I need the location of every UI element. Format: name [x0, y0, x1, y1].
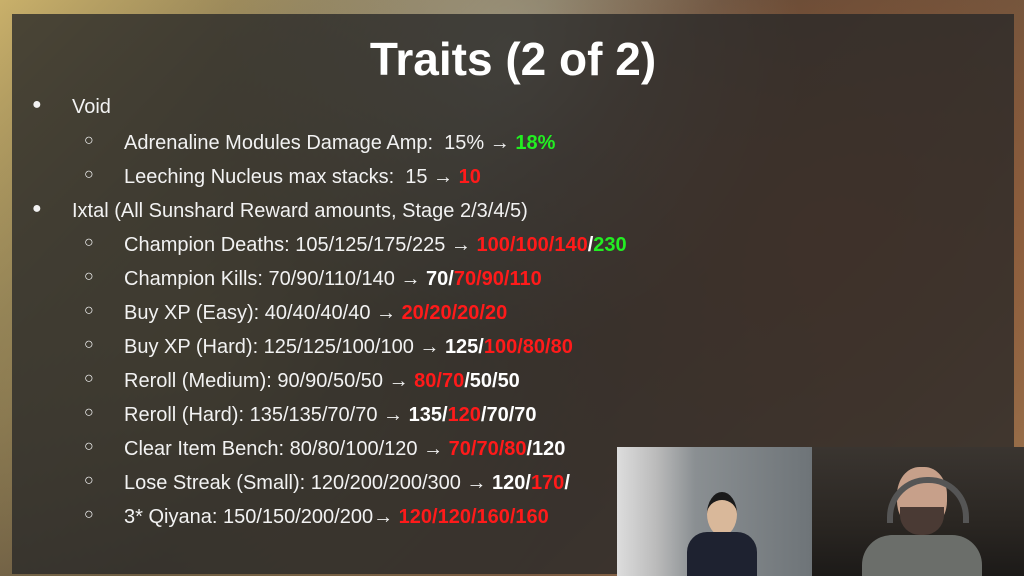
text-segment: Champion Kills: 70/90/110/140 →	[124, 268, 427, 290]
text-segment: 70/70/80	[448, 438, 527, 460]
webcam-guest	[617, 447, 812, 576]
list-item: ○ Clear Item Bench: 80/80/100/120 → 70/70…	[84, 438, 566, 461]
list-item: ○ Champion Deaths: 105/125/175/225 → 100/…	[84, 234, 627, 257]
list-item: ○ Champion Kills: 70/90/110/140 → 70/70/9…	[84, 268, 542, 291]
text-segment: Buy XP (Hard): 125/125/100/100 →	[124, 336, 445, 358]
list-item: ○ Buy XP (Hard): 125/125/100/100 → 125/10…	[84, 336, 573, 359]
list-item: ○ Lose Streak (Small): 120/200/200/300 → …	[84, 472, 570, 495]
text-segment: Champion Deaths: 105/125/175/225 →	[124, 234, 477, 256]
text-segment: /50/50	[464, 370, 520, 392]
text-segment: 100/80/80	[483, 336, 573, 358]
text-segment: Buy XP (Easy): 40/40/40/40 →	[124, 302, 402, 324]
sub-bullet-icon: ○	[84, 506, 94, 523]
sub-bullet-icon: ○	[84, 472, 94, 489]
text-segment: 120/120/160/160	[398, 506, 549, 528]
bullet-icon: ●	[32, 96, 42, 113]
list-item: ● Ixtal (All Sunshard Reward amounts, Sta…	[32, 200, 528, 223]
text-segment: 70/	[426, 268, 454, 290]
list-item: ○ 3* Qiyana: 150/150/200/200→ 120/120/160…	[84, 506, 549, 529]
sub-bullet-icon: ○	[84, 370, 94, 387]
text-segment: 80/70	[414, 370, 465, 392]
sub-bullet-icon: ○	[84, 302, 94, 319]
text-segment: 100/100/140	[476, 234, 588, 256]
text-segment: 10	[458, 166, 481, 188]
text-segment: Lose Streak (Small): 120/200/200/300 →	[124, 472, 492, 494]
guest-person	[687, 492, 757, 576]
slide-title: Traits (2 of 2)	[369, 33, 657, 85]
text-segment: Clear Item Bench: 80/80/100/120 →	[124, 438, 449, 460]
list-item: ○ Leeching Nucleus max stacks: 15 → 10	[84, 166, 481, 189]
slide: Traits (2 of 2) ● Void ○ Adrenaline Modules…	[12, 14, 1014, 574]
text-segment: /	[587, 234, 594, 256]
text-segment: 3* Qiyana: 150/150/200/200→	[124, 506, 399, 528]
list-item: ○ Reroll (Hard): 135/135/70/70 → 135/120/…	[84, 404, 537, 427]
text-segment: Reroll (Hard): 135/135/70/70 →	[124, 404, 409, 426]
list-item: ○ Reroll (Medium): 90/90/50/50 → 80/70/50…	[84, 370, 520, 393]
webcam-host	[812, 447, 1024, 576]
list-item: ○ Buy XP (Easy): 40/40/40/40 → 20/20/20/2…	[84, 302, 508, 325]
text-segment: Adrenaline Modules Damage Amp: 15% →	[124, 132, 516, 154]
text-segment: 18%	[515, 132, 556, 154]
sub-bullet-icon: ○	[84, 132, 94, 149]
text-segment: 135/	[408, 404, 448, 426]
sub-bullet-icon: ○	[84, 166, 94, 183]
sub-bullet-icon: ○	[84, 234, 94, 251]
text-segment: Void	[72, 96, 111, 118]
text-segment: /70/70	[480, 404, 537, 426]
text-segment: 70/90/110	[453, 268, 542, 290]
text-segment: /	[564, 472, 570, 494]
text-segment: Ixtal (All Sunshard Reward amounts, Stag…	[72, 200, 528, 222]
text-segment: 125/	[444, 336, 484, 358]
bullet-icon: ●	[32, 200, 42, 217]
sub-bullet-icon: ○	[84, 268, 94, 285]
host-person	[862, 467, 982, 576]
text-segment: 120/	[492, 472, 531, 494]
sub-bullet-icon: ○	[84, 336, 94, 353]
text-segment: Reroll (Medium): 90/90/50/50 →	[124, 370, 415, 392]
text-segment: 170	[530, 472, 565, 494]
text-segment: 230	[593, 234, 627, 256]
list-item: ● Void	[32, 96, 111, 119]
sub-bullet-icon: ○	[84, 438, 94, 455]
text-segment: 120	[447, 404, 481, 426]
sub-bullet-icon: ○	[84, 404, 94, 421]
text-segment: Leeching Nucleus max stacks: 15 →	[124, 166, 459, 188]
text-segment: 20/20/20/20	[401, 302, 508, 324]
text-segment: /120	[526, 438, 566, 460]
list-item: ○ Adrenaline Modules Damage Amp: 15% → 18…	[84, 132, 556, 155]
